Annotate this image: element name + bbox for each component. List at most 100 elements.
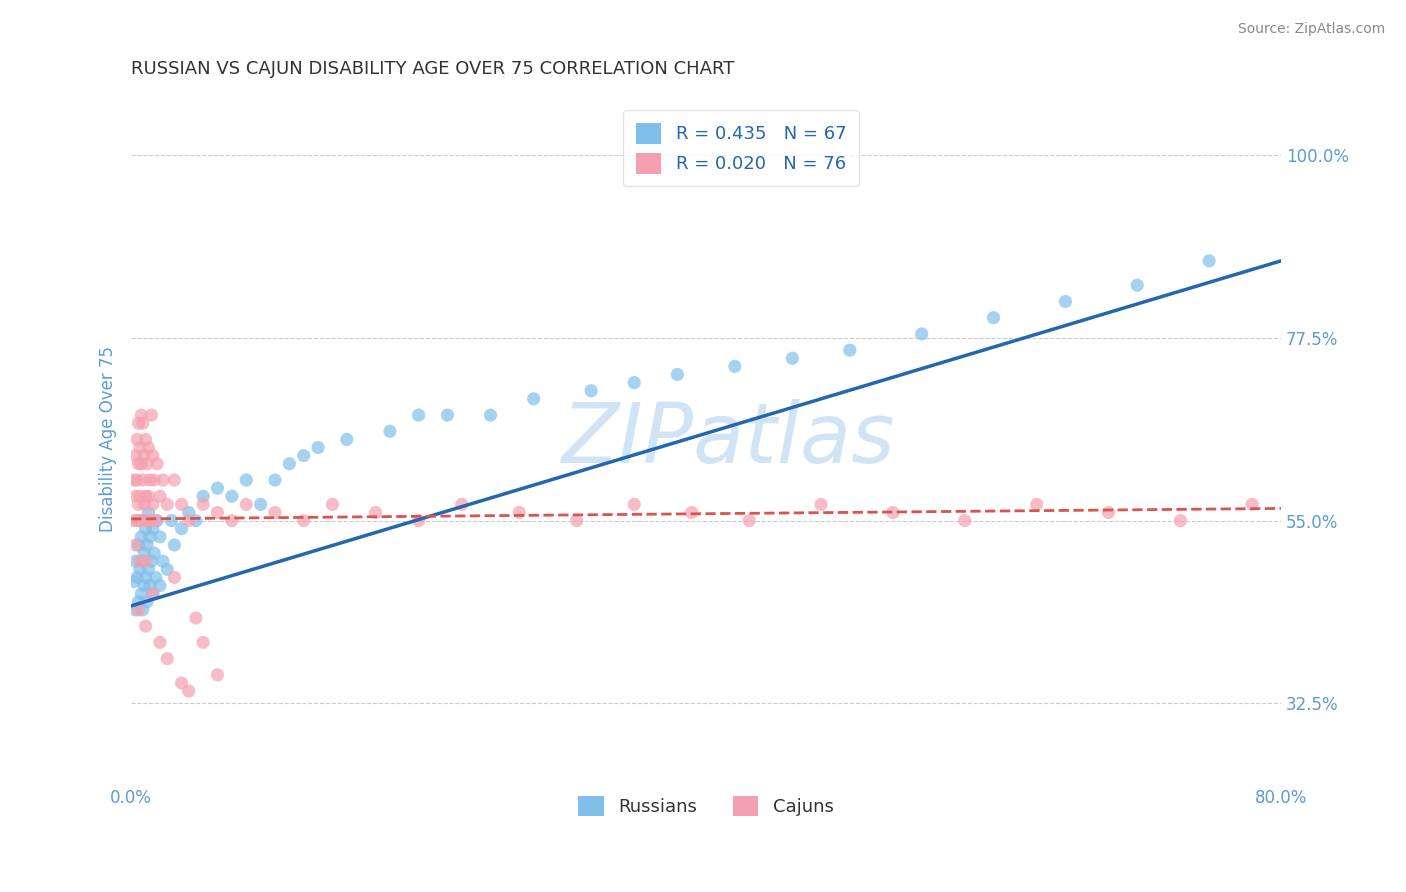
Point [134, 578, 156, 592]
Point [139, 473, 162, 487]
Point [127, 457, 149, 471]
Point [307, 441, 329, 455]
Point [139, 578, 162, 592]
Point [378, 425, 401, 439]
Point [207, 506, 229, 520]
Point [177, 684, 200, 698]
Point [479, 408, 502, 422]
Point [408, 514, 430, 528]
Point [149, 489, 172, 503]
Point [141, 408, 163, 422]
Point [177, 506, 200, 520]
Point [152, 554, 174, 568]
Text: RUSSIAN VS CAJUN DISABILITY AGE OVER 75 CORRELATION CHART: RUSSIAN VS CAJUN DISABILITY AGE OVER 75 … [131, 60, 734, 78]
Point [135, 489, 157, 503]
Point [623, 376, 645, 390]
Point [124, 554, 146, 568]
Point [911, 326, 934, 341]
Point [666, 368, 689, 382]
Point [235, 497, 257, 511]
Point [160, 514, 183, 528]
Point [143, 473, 166, 487]
Point [163, 538, 186, 552]
Point [127, 595, 149, 609]
Point [127, 416, 149, 430]
Point [264, 506, 287, 520]
Point [136, 595, 159, 609]
Point [782, 351, 804, 366]
Point [882, 506, 904, 520]
Point [207, 668, 229, 682]
Point [146, 457, 169, 471]
Point [136, 538, 159, 552]
Point [142, 497, 165, 511]
Point [135, 433, 157, 447]
Point [184, 611, 207, 625]
Point [436, 408, 458, 422]
Point [264, 473, 287, 487]
Point [138, 562, 160, 576]
Point [623, 497, 645, 511]
Legend: Russians, Cajuns: Russians, Cajuns [571, 789, 841, 823]
Point [1054, 294, 1077, 309]
Point [1198, 253, 1220, 268]
Point [953, 514, 976, 528]
Point [579, 384, 602, 398]
Point [681, 506, 703, 520]
Point [184, 514, 207, 528]
Point [177, 514, 200, 528]
Point [139, 514, 162, 528]
Point [1241, 497, 1264, 511]
Point [122, 514, 145, 528]
Point [152, 473, 174, 487]
Text: ZIPatlas: ZIPatlas [562, 399, 896, 480]
Point [127, 538, 149, 552]
Point [145, 570, 167, 584]
Point [145, 514, 167, 528]
Point [450, 497, 472, 511]
Point [191, 635, 214, 649]
Point [131, 530, 153, 544]
Point [135, 522, 157, 536]
Point [134, 449, 156, 463]
Point [321, 497, 343, 511]
Point [138, 489, 160, 503]
Point [149, 578, 172, 592]
Point [131, 514, 153, 528]
Point [170, 522, 193, 536]
Point [163, 473, 186, 487]
Point [221, 489, 243, 503]
Point [136, 457, 159, 471]
Point [141, 554, 163, 568]
Point [408, 408, 430, 422]
Point [1170, 514, 1192, 528]
Point [127, 603, 149, 617]
Point [125, 473, 148, 487]
Point [292, 449, 315, 463]
Point [142, 587, 165, 601]
Point [565, 514, 588, 528]
Point [1097, 506, 1119, 520]
Point [134, 497, 156, 511]
Point [131, 457, 153, 471]
Point [249, 497, 271, 511]
Point [149, 635, 172, 649]
Point [122, 473, 145, 487]
Point [138, 506, 160, 520]
Point [146, 514, 169, 528]
Point [191, 497, 214, 511]
Point [127, 497, 149, 511]
Point [124, 538, 146, 552]
Point [124, 603, 146, 617]
Point [135, 554, 157, 568]
Point [1025, 497, 1047, 511]
Point [135, 619, 157, 633]
Point [124, 449, 146, 463]
Point [364, 506, 387, 520]
Point [132, 416, 155, 430]
Point [170, 676, 193, 690]
Point [124, 489, 146, 503]
Point [138, 441, 160, 455]
Point [170, 497, 193, 511]
Point [191, 489, 214, 503]
